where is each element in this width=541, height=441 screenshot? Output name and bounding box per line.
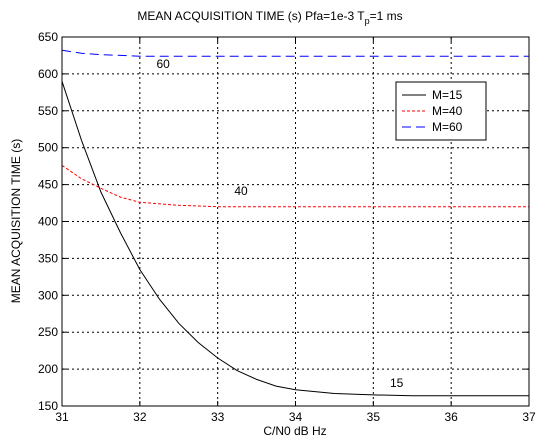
title-subscript: p — [365, 16, 370, 26]
annotation-40: 40 — [234, 184, 248, 198]
legend-box — [395, 81, 487, 141]
x-tick-label: 36 — [444, 410, 458, 424]
x-tick-label: 35 — [367, 410, 381, 424]
x-axis-label: C/N0 dB Hz — [263, 424, 326, 438]
x-tick-label: 33 — [211, 410, 225, 424]
y-tick-label: 550 — [38, 104, 58, 118]
title-end: =1 ms — [370, 9, 403, 23]
y-axis-label: MEAN ACQUISITION TIME (s) — [9, 139, 23, 303]
annotations: 60 40 15 — [157, 57, 404, 390]
y-tick-label: 650 — [38, 30, 58, 44]
legend-label: M=40 — [432, 104, 463, 118]
ticks: 31 32 33 34 35 36 37 150 200 250 300 350 400 450 500 55… — [38, 30, 536, 424]
legend-label: M=15 — [432, 88, 463, 102]
y-tick-label: 300 — [38, 288, 58, 302]
series-lines — [61, 49, 529, 397]
x-tick-label: 31 — [55, 410, 69, 424]
y-tick-label: 600 — [38, 67, 58, 81]
chart-title: MEAN ACQUISITION TIME (s) Pfa=1e-3 Tp=1 … — [137, 9, 402, 26]
y-tick-label: 500 — [38, 141, 58, 155]
x-tick-label: 37 — [522, 410, 536, 424]
y-tick-label: 350 — [38, 251, 58, 265]
annotation-15: 15 — [390, 376, 404, 390]
series-line-m15 — [61, 81, 529, 397]
annotation-60: 60 — [157, 57, 171, 71]
legend-label: M=60 — [432, 120, 463, 134]
y-tick-label: 450 — [38, 178, 58, 192]
y-tick-label: 150 — [38, 399, 58, 413]
legend: M=15 M=40 M=60 — [395, 81, 487, 141]
x-tick-label: 34 — [289, 410, 303, 424]
x-tick-label: 32 — [133, 410, 147, 424]
y-tick-label: 250 — [38, 325, 58, 339]
y-tick-label: 200 — [38, 362, 58, 376]
series-line-m40 — [61, 164, 529, 208]
y-tick-label: 400 — [38, 215, 58, 229]
series-line-m60 — [61, 49, 529, 57]
